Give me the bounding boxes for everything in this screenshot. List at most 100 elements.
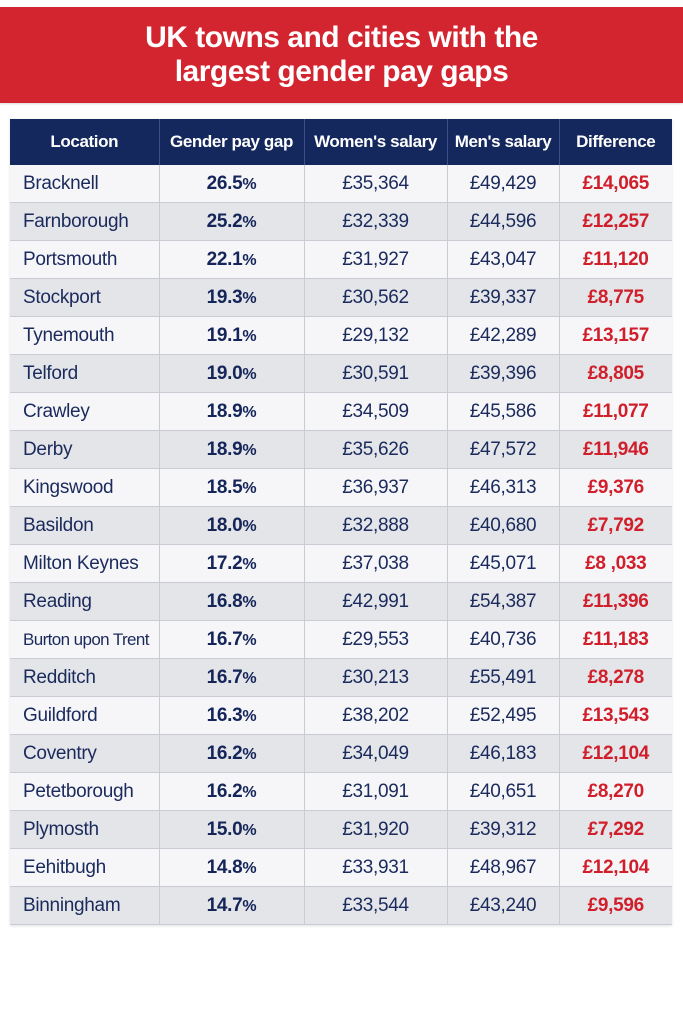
gap-value: 18.9: [206, 438, 243, 460]
table-row: Petetborough 16.2% £31,091 £40,651 £8,27…: [10, 772, 672, 811]
cell-womens-salary: £38,202: [304, 696, 448, 735]
percent-sign: %: [242, 403, 257, 421]
percent-sign: %: [242, 783, 257, 801]
gap-value: 19.1: [206, 324, 243, 346]
percent-sign: %: [242, 365, 257, 383]
column-header-womens-salary: Women's salary: [304, 119, 448, 165]
table-row: Basildon 18.0% £32,888 £40,680 £7,792: [10, 506, 672, 545]
cell-womens-salary: £32,888: [304, 506, 448, 545]
table-row: Reading 16.8% £42,991 £54,387 £11,396: [10, 582, 672, 621]
cell-womens-salary: £33,931: [304, 848, 448, 887]
cell-womens-salary: £30,213: [304, 658, 448, 697]
cell-difference: £8,805: [559, 354, 672, 393]
cell-location: Coventry: [10, 734, 160, 773]
percent-sign: %: [242, 821, 257, 839]
cell-difference: £12,104: [559, 848, 672, 887]
cell-womens-salary: £30,562: [304, 278, 448, 317]
cell-mens-salary: £44,596: [447, 202, 560, 241]
cell-womens-salary: £37,038: [304, 544, 448, 583]
gap-value: 19.3: [206, 286, 243, 308]
cell-mens-salary: £39,312: [447, 810, 560, 849]
gap-value: 26.5: [206, 172, 243, 194]
cell-location: Telford: [10, 354, 160, 393]
percent-sign: %: [242, 593, 257, 611]
cell-womens-salary: £36,937: [304, 468, 448, 507]
cell-difference: £11,183: [559, 620, 672, 659]
cell-mens-salary: £39,337: [447, 278, 560, 317]
cell-womens-salary: £35,364: [304, 165, 448, 203]
cell-difference: £13,543: [559, 696, 672, 735]
table-row: Stockport 19.3% £30,562 £39,337 £8,775: [10, 278, 672, 317]
cell-gender-pay-gap: 18.0%: [159, 506, 305, 545]
table-row: Eehitbugh 14.8% £33,931 £48,967 £12,104: [10, 848, 672, 887]
cell-womens-salary: £34,509: [304, 392, 448, 431]
cell-difference: £12,257: [559, 202, 672, 241]
table-row: Kingswood 18.5% £36,937 £46,313 £9,376: [10, 468, 672, 507]
cell-difference: £8,270: [559, 772, 672, 811]
cell-gender-pay-gap: 18.9%: [159, 430, 305, 469]
gap-value: 14.7: [206, 894, 243, 916]
cell-location: Basildon: [10, 506, 160, 545]
percent-sign: %: [242, 555, 257, 573]
cell-mens-salary: £46,313: [447, 468, 560, 507]
percent-sign: %: [242, 631, 257, 649]
cell-womens-salary: £31,927: [304, 240, 448, 279]
cell-mens-salary: £54,387: [447, 582, 560, 621]
gap-value: 17.2: [206, 552, 243, 574]
cell-gender-pay-gap: 19.3%: [159, 278, 305, 317]
cell-mens-salary: £43,240: [447, 886, 560, 925]
cell-womens-salary: £31,920: [304, 810, 448, 849]
cell-gender-pay-gap: 26.5%: [159, 165, 305, 203]
gap-value: 18.5: [206, 476, 243, 498]
cell-location: Burton upon Trent: [10, 620, 160, 659]
percent-sign: %: [242, 213, 257, 231]
cell-mens-salary: £42,289: [447, 316, 560, 355]
percent-sign: %: [242, 859, 257, 877]
table-row: Derby 18.9% £35,626 £47,572 £11,946: [10, 430, 672, 469]
cell-womens-salary: £33,544: [304, 886, 448, 925]
cell-difference: £8,278: [559, 658, 672, 697]
gap-value: 22.1: [206, 248, 243, 270]
percent-sign: %: [242, 517, 257, 535]
table-row: Farnborough 25.2% £32,339 £44,596 £12,25…: [10, 202, 672, 241]
cell-location: Eehitbugh: [10, 848, 160, 887]
cell-location: Plymosth: [10, 810, 160, 849]
cell-difference: £9,376: [559, 468, 672, 507]
cell-mens-salary: £43,047: [447, 240, 560, 279]
percent-sign: %: [242, 745, 257, 763]
cell-mens-salary: £40,736: [447, 620, 560, 659]
table-row: Tynemouth 19.1% £29,132 £42,289 £13,157: [10, 316, 672, 355]
cell-gender-pay-gap: 16.3%: [159, 696, 305, 735]
table-row: Crawley 18.9% £34,509 £45,586 £11,077: [10, 392, 672, 431]
cell-location: Redditch: [10, 658, 160, 697]
pay-gap-table: Location Gender pay gap Women's salary M…: [10, 119, 672, 925]
cell-womens-salary: £35,626: [304, 430, 448, 469]
table-row: Milton Keynes 17.2% £37,038 £45,071 £8 ,…: [10, 544, 672, 583]
table-row: Bracknell 26.5% £35,364 £49,429 £14,065: [10, 165, 672, 203]
cell-mens-salary: £49,429: [447, 165, 560, 203]
percent-sign: %: [242, 479, 257, 497]
column-header-location: Location: [10, 119, 160, 165]
cell-location: Petetborough: [10, 772, 160, 811]
gap-value: 25.2: [206, 210, 243, 232]
cell-gender-pay-gap: 16.2%: [159, 734, 305, 773]
cell-mens-salary: £40,680: [447, 506, 560, 545]
gap-value: 16.7: [206, 628, 243, 650]
cell-womens-salary: £29,132: [304, 316, 448, 355]
cell-mens-salary: £39,396: [447, 354, 560, 393]
cell-gender-pay-gap: 17.2%: [159, 544, 305, 583]
cell-gender-pay-gap: 15.0%: [159, 810, 305, 849]
cell-womens-salary: £29,553: [304, 620, 448, 659]
percent-sign: %: [242, 251, 257, 269]
cell-gender-pay-gap: 25.2%: [159, 202, 305, 241]
cell-womens-salary: £32,339: [304, 202, 448, 241]
cell-location: Guildford: [10, 696, 160, 735]
cell-difference: £8,775: [559, 278, 672, 317]
table-row: Telford 19.0% £30,591 £39,396 £8,805: [10, 354, 672, 393]
percent-sign: %: [242, 669, 257, 687]
cell-womens-salary: £42,991: [304, 582, 448, 621]
page-title-line-1: UK towns and cities with the: [145, 21, 538, 54]
percent-sign: %: [242, 897, 257, 915]
cell-womens-salary: £31,091: [304, 772, 448, 811]
cell-location: Kingswood: [10, 468, 160, 507]
